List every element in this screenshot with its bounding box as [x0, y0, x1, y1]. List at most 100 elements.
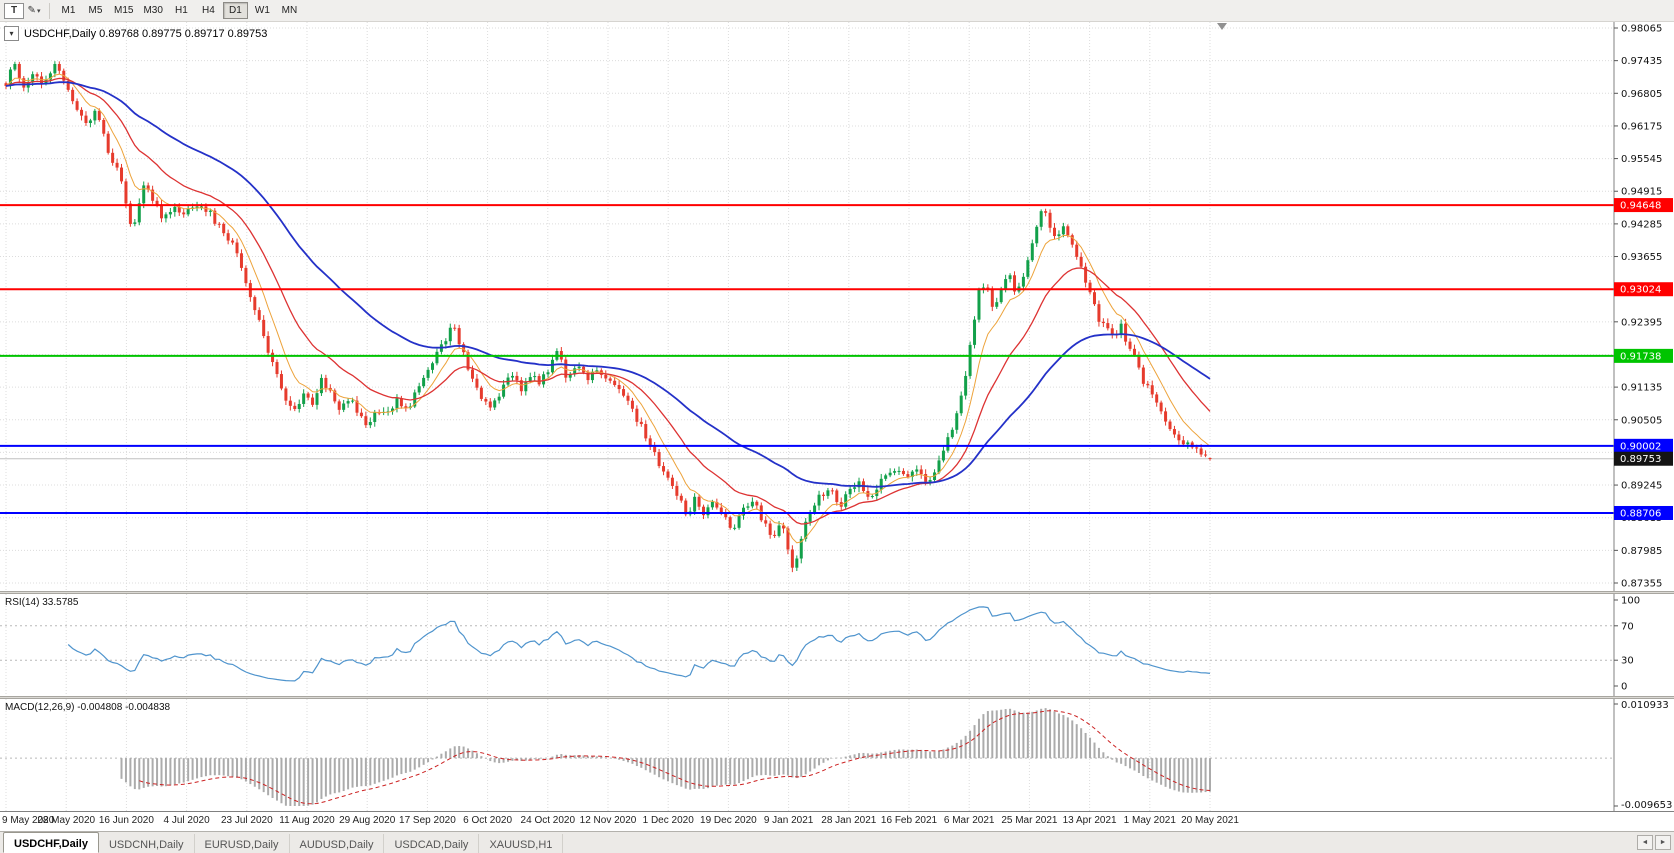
- candle-body: [1008, 275, 1012, 280]
- candle-body: [595, 370, 599, 372]
- candle-body: [208, 210, 212, 212]
- candle-body: [879, 478, 883, 490]
- timeframe-w1[interactable]: W1: [250, 2, 275, 19]
- candle-body: [1021, 276, 1025, 287]
- candle-body: [288, 400, 292, 406]
- date-label: 1 Dec 2020: [642, 815, 694, 826]
- timeframe-m15[interactable]: M15: [110, 2, 137, 19]
- candle-body: [97, 110, 101, 120]
- toolbar: T ✎ ▾ M1 M5 M15 M30 H1 H4 D1 W1 MN: [0, 0, 1674, 22]
- candle-body: [182, 212, 186, 215]
- candle-body: [715, 501, 719, 508]
- candle-body: [351, 400, 355, 402]
- date-label: 9 Jan 2021: [763, 815, 814, 826]
- candle-body: [630, 400, 634, 409]
- candle-body: [133, 222, 137, 224]
- date-label: 23 Jul 2020: [220, 815, 273, 826]
- candle-body: [542, 374, 546, 385]
- candle-body: [1088, 282, 1092, 293]
- timeframe-m30[interactable]: M30: [139, 2, 166, 19]
- candle-body: [777, 525, 781, 536]
- candle-body: [813, 505, 817, 513]
- candle-body: [88, 120, 92, 123]
- tab-usdcnh-daily[interactable]: USDCNH,Daily: [99, 834, 195, 853]
- candle-body: [315, 393, 319, 405]
- candle-body: [990, 288, 994, 307]
- candle-body: [239, 253, 243, 268]
- date-label: 24 Oct 2020: [520, 815, 576, 826]
- tab-usdchf-daily[interactable]: USDCHF,Daily: [3, 832, 99, 853]
- candle-body: [244, 267, 248, 284]
- candle-body: [733, 527, 737, 529]
- candle-body: [4, 83, 8, 86]
- candle-body: [222, 223, 226, 234]
- date-label: 29 Aug 2020: [339, 815, 396, 826]
- text-tool-button[interactable]: T: [4, 2, 24, 19]
- candle-body: [199, 206, 203, 208]
- candle-body: [195, 206, 199, 208]
- candle-body: [48, 73, 52, 80]
- price-chart-canvas[interactable]: 0.98065 0.97435 0.96805 0.96175 0.95545 0.949…: [0, 22, 1674, 591]
- candle-body: [142, 185, 146, 204]
- candle-body: [355, 400, 359, 413]
- candle-body: [1132, 348, 1136, 356]
- candle-body: [373, 412, 377, 422]
- candle-body: [71, 89, 75, 102]
- candle-body: [1155, 394, 1159, 403]
- candle-body: [724, 513, 728, 518]
- rsi-canvas[interactable]: 100 70 30 0: [0, 594, 1674, 696]
- tab-xauusd-h1[interactable]: XAUUSD,H1: [479, 834, 564, 853]
- rsi-axis-label: 30: [1621, 656, 1634, 667]
- rsi-axis-label: 0: [1621, 682, 1627, 693]
- candle-body: [417, 386, 421, 393]
- tab-scroll-right-button[interactable]: ►: [1655, 835, 1671, 850]
- timeframe-d1[interactable]: D1: [222, 2, 248, 19]
- candle-body: [404, 406, 408, 408]
- candle-body: [830, 490, 834, 492]
- candle-body: [986, 287, 990, 289]
- timeframe-m5[interactable]: M5: [83, 2, 108, 19]
- tab-scroll-left-button[interactable]: ◄: [1637, 835, 1653, 850]
- timeframe-m1[interactable]: M1: [56, 2, 81, 19]
- tab-usdcad-daily[interactable]: USDCAD,Daily: [384, 834, 480, 853]
- cursor-tool-button[interactable]: ✎ ▾: [24, 2, 44, 20]
- chart-tabbar: USDCHF,Daily USDCNH,Daily EURUSD,Daily A…: [0, 831, 1674, 853]
- candle-body: [120, 167, 124, 182]
- candle-body: [1119, 323, 1123, 335]
- panel-separator[interactable]: [0, 696, 1674, 699]
- one-click-trading-toggle[interactable]: ▾: [4, 26, 19, 41]
- candle-body: [1124, 323, 1128, 342]
- candle-body: [964, 375, 968, 396]
- candle-body: [279, 374, 283, 389]
- candle-body: [1195, 447, 1199, 449]
- candle-body: [8, 69, 12, 86]
- candle-body: [893, 471, 897, 473]
- tab-eurusd-daily[interactable]: EURUSD,Daily: [195, 834, 290, 853]
- candle-body: [226, 233, 230, 241]
- macd-canvas[interactable]: 0.010933 -0.009653: [0, 699, 1674, 811]
- candle-body: [493, 400, 497, 408]
- candle-body: [653, 446, 657, 453]
- candle-body: [93, 110, 97, 121]
- candle-body: [293, 405, 297, 409]
- chart-header: ▾ USDCHF,Daily 0.89768 0.89775 0.89717 0…: [4, 26, 267, 41]
- candle-body: [13, 63, 17, 70]
- price-badge-label: 0.93024: [1620, 285, 1661, 296]
- panel-separator[interactable]: [0, 591, 1674, 594]
- tab-audusd-daily[interactable]: AUDUSD,Daily: [290, 834, 385, 853]
- candle-body: [950, 429, 954, 438]
- candle-body: [1101, 321, 1105, 324]
- candle-body: [946, 437, 950, 451]
- timeframe-h1[interactable]: H1: [169, 2, 194, 19]
- price-tick-label: 0.94915: [1621, 187, 1662, 198]
- timeframe-h4[interactable]: H4: [196, 2, 221, 19]
- timeframe-mn[interactable]: MN: [277, 2, 302, 19]
- candle-body: [1164, 411, 1168, 422]
- date-axis[interactable]: 9 May 2020 28 May 2020 16 Jun 2020 4 Jul 20…: [0, 811, 1674, 831]
- candle-body: [977, 289, 981, 320]
- candle-body: [537, 376, 541, 385]
- candle-body: [151, 189, 155, 201]
- candle-body: [297, 403, 301, 409]
- price-badge: [1614, 282, 1673, 297]
- candle-body: [213, 210, 217, 224]
